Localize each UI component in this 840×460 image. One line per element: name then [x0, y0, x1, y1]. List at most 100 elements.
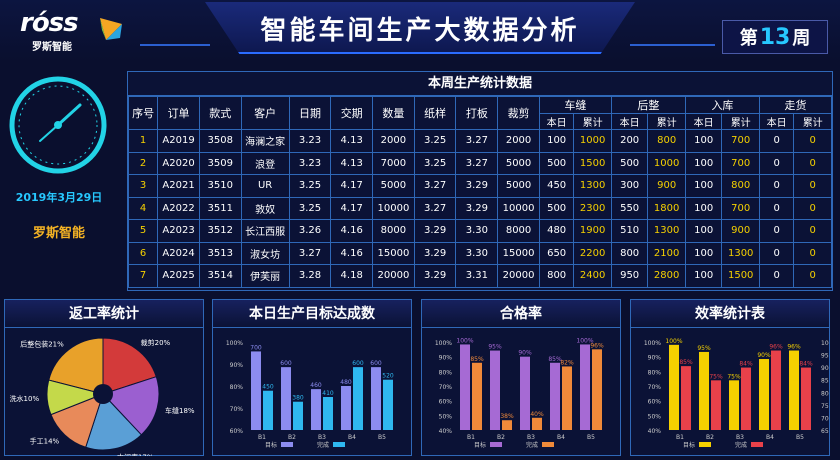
- y-tick-label: 80%: [648, 369, 662, 376]
- bar-value-label: 85%: [470, 356, 484, 363]
- company-logo: rόss 罗斯智能: [20, 8, 130, 53]
- pie-hole: [93, 384, 113, 404]
- table-cell: A2022: [157, 196, 200, 220]
- bar-value-label: 380: [292, 395, 304, 402]
- table-cell: 淑女坊: [240, 241, 290, 265]
- table-cell: 900: [721, 219, 760, 243]
- table-cell: 950: [610, 264, 649, 288]
- table-cell: 4.17: [330, 174, 374, 198]
- table-row: 7 A2025 3514 伊芙丽 3.28 4.18 20000 3.29 3.31 20000 8…: [127, 264, 832, 288]
- bar-series-a: [789, 350, 799, 430]
- bar-series-a: [281, 367, 291, 430]
- x-tick-label: B1: [676, 434, 684, 441]
- table-cell: 浪登: [240, 151, 290, 175]
- bar-series-a: [580, 344, 590, 430]
- table-cell: 3513: [198, 241, 242, 265]
- bar-value-label: 82%: [560, 359, 574, 366]
- bar-series-b: [263, 390, 273, 430]
- table-cell: 3512: [198, 219, 242, 243]
- sub-header: 累计: [793, 113, 832, 130]
- y-right-tick-label: 100: [821, 340, 829, 347]
- group-header: 后整: [610, 96, 686, 114]
- table-cell: 3.28: [288, 264, 332, 288]
- pie-slice: [102, 376, 160, 436]
- bar-series-a: [699, 351, 709, 430]
- table-cell: 2000: [497, 129, 540, 153]
- table-cell: 100: [684, 174, 723, 198]
- y-right-tick-label: 65: [821, 428, 829, 435]
- y-tick-label: 90%: [648, 355, 662, 362]
- table-cell: 500: [610, 151, 649, 175]
- bar-value-label: 480: [340, 379, 352, 386]
- table-cell: 1900: [573, 219, 612, 243]
- bar-series-a: [341, 386, 351, 430]
- y-tick-label: 100%: [644, 340, 661, 347]
- table-cell: 100: [684, 129, 723, 153]
- bar-value-label: 95%: [488, 344, 502, 351]
- x-tick-label: B2: [288, 434, 296, 441]
- table-cell: 2300: [573, 196, 612, 220]
- panel-title: 本日生产目标达成数: [213, 300, 411, 328]
- table-row: 2 A2020 3509 浪登 3.23 4.13 7000 3.25 3.27 5000 500 1…: [127, 151, 832, 175]
- table-cell: 3.27: [413, 196, 457, 220]
- bar-series-b: [771, 350, 781, 430]
- table-cell: 0: [793, 174, 832, 198]
- header-cell: 款式: [198, 96, 242, 130]
- y-right-tick-label: 80: [821, 390, 829, 397]
- y-tick-label: 70%: [439, 384, 453, 391]
- table-cell: 15000: [497, 241, 540, 265]
- table-cell: 3.27: [455, 129, 499, 153]
- pie-slice: [48, 337, 104, 395]
- table-cell: 1300: [721, 241, 760, 265]
- header-deco-left: [140, 44, 210, 46]
- table-cell: 3: [127, 174, 159, 198]
- y-tick-label: 80%: [230, 384, 244, 391]
- pie-label: 洗水10%: [10, 394, 40, 403]
- x-tick-label: B2: [497, 434, 505, 441]
- target-panel: 本日生产目标达成数 100% 90% 80% 70% 60% 700 450 B1 600 380…: [212, 299, 412, 456]
- bar-value-label: 100%: [456, 337, 473, 344]
- bar-series-a: [251, 351, 261, 430]
- table-cell: 5000: [497, 174, 540, 198]
- table-cell: 长江西服: [240, 219, 290, 243]
- bar-series-a: [460, 344, 470, 430]
- sub-header: 本日: [610, 113, 649, 130]
- group-header: 车缝: [538, 96, 612, 114]
- pie-label: 后整包装21%: [20, 339, 64, 348]
- week-suffix: 周: [792, 28, 811, 49]
- bar-value-label: 84%: [799, 361, 813, 368]
- table-cell: 100: [538, 129, 575, 153]
- table-cell: 3.29: [455, 174, 499, 198]
- week-prefix: 第: [739, 28, 758, 49]
- table-cell: 6: [127, 241, 159, 265]
- bar-series-b: [353, 367, 363, 430]
- table-row: 3 A2021 3510 UR 3.25 4.17 5000 3.27 3.29 5000 450 1…: [127, 174, 832, 198]
- bar-value-label: 38%: [500, 413, 514, 420]
- x-tick-label: B1: [467, 434, 475, 441]
- table-cell: UR: [240, 174, 290, 198]
- return-rate-pie-chart: 后整包装21% 裁剪20% 车缝18% 中间库17% 手工14% 洗水10%: [10, 337, 195, 456]
- title-plate: [205, 2, 635, 54]
- table-cell: 3510: [198, 174, 242, 198]
- table-cell: 3511: [198, 196, 242, 220]
- table-cell: 3514: [198, 264, 242, 288]
- group-header: 走货: [758, 96, 833, 114]
- table-cell: 5: [127, 219, 159, 243]
- table-cell: 3.26: [288, 219, 332, 243]
- y-tick-label: 100%: [226, 340, 243, 347]
- bar-value-label: 90%: [757, 352, 771, 359]
- table-cell: 3508: [198, 129, 242, 153]
- table-cell: 3.30: [455, 241, 499, 265]
- header-cell: 日期: [288, 96, 332, 130]
- y-tick-label: 90%: [439, 355, 453, 362]
- bar-value-label: 520: [382, 373, 394, 380]
- table-cell: 3.30: [455, 219, 499, 243]
- production-table-panel: 本周生产统计数据 序号 订单 款式 客户 日期 交期 数量 纸样 打板 裁剪 车…: [127, 71, 833, 291]
- table-cell: 800: [610, 241, 649, 265]
- table-cell: 5000: [372, 174, 415, 198]
- bar-series-a: [371, 367, 381, 430]
- header-cell: 序号: [127, 96, 159, 130]
- sub-header: 累计: [721, 113, 760, 130]
- table-cell: 480: [538, 219, 575, 243]
- y-right-tick-label: 90: [821, 365, 829, 372]
